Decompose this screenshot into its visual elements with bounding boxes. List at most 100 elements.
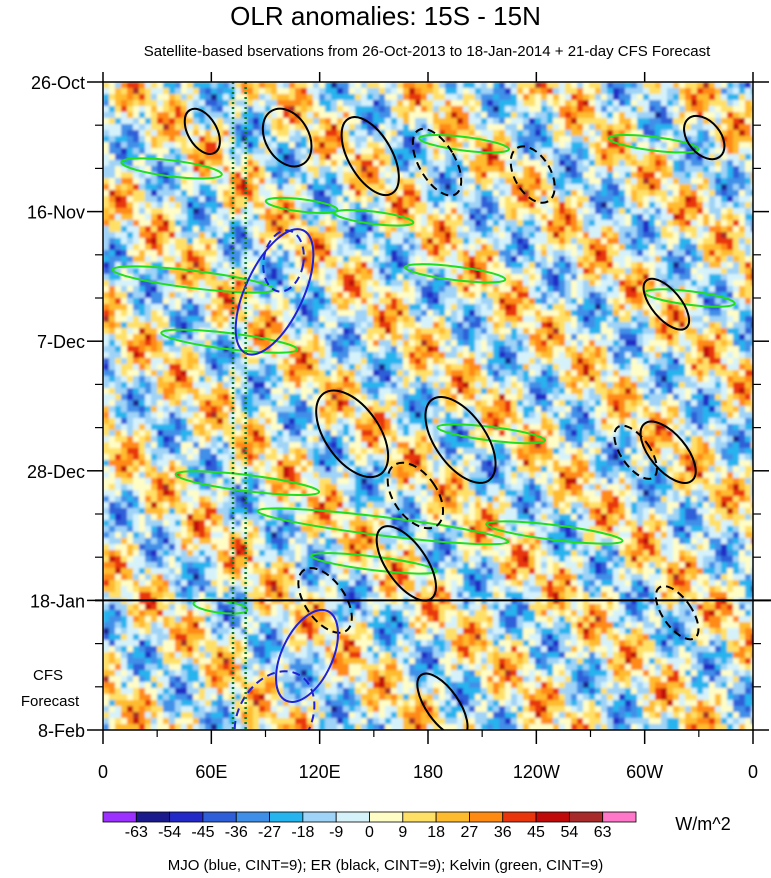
field-cell <box>697 250 704 257</box>
field-cell <box>361 154 368 161</box>
field-cell <box>709 190 716 197</box>
field-cell <box>691 178 698 185</box>
field-cell <box>187 94 194 101</box>
field-cell <box>487 262 494 269</box>
field-cell <box>583 130 590 137</box>
field-cell <box>493 160 500 167</box>
field-cell <box>379 178 386 185</box>
field-cell <box>739 112 746 119</box>
field-cell <box>379 262 386 269</box>
field-cell <box>379 142 386 149</box>
field-cell <box>415 268 422 275</box>
field-cell <box>127 142 134 149</box>
field-cell <box>187 190 194 197</box>
field-cell <box>253 88 260 95</box>
field-cell <box>241 202 248 209</box>
field-cell <box>289 280 296 287</box>
field-cell <box>493 304 500 311</box>
field-cell <box>589 238 596 245</box>
field-cell <box>511 238 518 245</box>
field-cell <box>457 232 464 239</box>
field-cell <box>661 166 668 173</box>
field-cell <box>529 190 536 197</box>
field-cell <box>133 262 140 269</box>
field-cell <box>385 154 392 161</box>
field-cell <box>451 280 458 287</box>
field-cell <box>559 196 566 203</box>
field-cell <box>727 112 734 119</box>
field-cell <box>115 346 122 353</box>
field-cell <box>709 100 716 107</box>
field-cell <box>223 112 230 119</box>
field-cell <box>259 166 266 173</box>
field-cell <box>703 238 710 245</box>
field-cell <box>547 142 554 149</box>
field-cell <box>169 214 176 221</box>
field-cell <box>109 136 116 143</box>
field-cell <box>667 340 674 347</box>
field-cell <box>421 154 428 161</box>
field-cell <box>151 202 158 209</box>
field-cell <box>337 310 344 317</box>
field-cell <box>571 196 578 203</box>
field-cell <box>241 322 248 329</box>
field-cell <box>469 226 476 233</box>
field-cell <box>553 274 560 281</box>
field-cell <box>541 328 548 335</box>
field-cell <box>667 154 674 161</box>
field-cell <box>301 118 308 125</box>
field-cell <box>373 136 380 143</box>
field-cell <box>655 214 662 221</box>
field-cell <box>727 160 734 167</box>
field-cell <box>649 262 656 269</box>
field-cell <box>451 190 458 197</box>
field-cell <box>325 298 332 305</box>
field-cell <box>247 304 254 311</box>
field-cell <box>277 244 284 251</box>
field-cell <box>655 262 662 269</box>
field-cell <box>505 172 512 179</box>
field-cell <box>313 88 320 95</box>
field-cell <box>169 328 176 335</box>
field-cell <box>175 262 182 269</box>
field-cell <box>457 124 464 131</box>
field-cell <box>739 340 746 347</box>
field-cell <box>703 106 710 113</box>
field-cell <box>163 130 170 137</box>
field-cell <box>331 214 338 221</box>
field-cell <box>469 244 476 251</box>
field-cell <box>361 322 368 329</box>
field-cell <box>619 220 626 227</box>
field-cell <box>685 94 692 101</box>
field-cell <box>271 142 278 149</box>
field-cell <box>151 166 158 173</box>
field-cell <box>529 148 536 155</box>
field-cell <box>463 202 470 209</box>
field-cell <box>625 274 632 281</box>
field-cell <box>703 316 710 323</box>
field-cell <box>265 82 272 89</box>
field-cell <box>151 292 158 299</box>
field-cell <box>631 334 638 341</box>
field-cell <box>571 82 578 89</box>
field-cell <box>619 310 626 317</box>
field-cell <box>397 82 404 89</box>
field-cell <box>193 142 200 149</box>
field-cell <box>565 202 572 209</box>
field-cell <box>505 94 512 101</box>
field-cell <box>307 256 314 263</box>
field-cell <box>709 226 716 233</box>
field-cell <box>253 202 260 209</box>
field-cell <box>157 214 164 221</box>
field-cell <box>745 340 752 347</box>
field-cell <box>439 94 446 101</box>
field-cell <box>349 352 356 359</box>
field-cell <box>283 214 290 221</box>
field-cell <box>535 316 542 323</box>
field-cell <box>547 352 554 359</box>
field-cell <box>523 310 530 317</box>
field-cell <box>325 106 332 113</box>
field-cell <box>733 166 740 173</box>
field-cell <box>379 304 386 311</box>
field-cell <box>457 172 464 179</box>
